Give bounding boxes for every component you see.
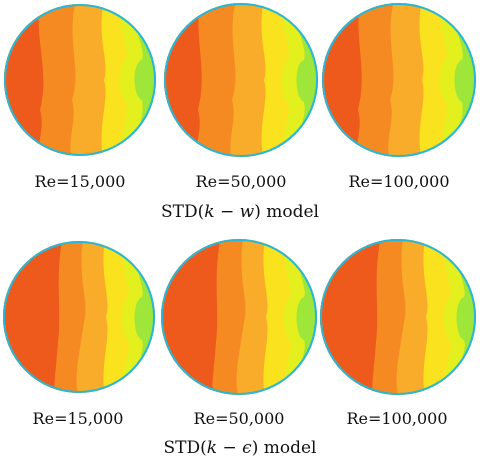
contour-panels-k-w (4, 3, 476, 157)
contour-disk-3 (322, 3, 476, 157)
re-label: Re=50,000 (195, 172, 287, 191)
contour-panels-k-epsilon (3, 239, 476, 395)
contour-disk-1 (3, 241, 155, 393)
re-label: Re=15,000 (32, 409, 124, 428)
contour-disk-1 (4, 4, 156, 156)
re-label: Re=100,000 (346, 409, 448, 428)
re-label: Re=15,000 (34, 172, 126, 191)
contour-disk-2 (164, 3, 318, 157)
re-label: Re=100,000 (348, 172, 450, 191)
re-label: Re=50,000 (193, 409, 285, 428)
row-caption: STD(k − w) model (161, 202, 319, 222)
contour-disk-2 (161, 239, 317, 395)
row-caption: STD(k − ϵ) model (163, 438, 317, 458)
contour-disk-3 (320, 239, 476, 395)
